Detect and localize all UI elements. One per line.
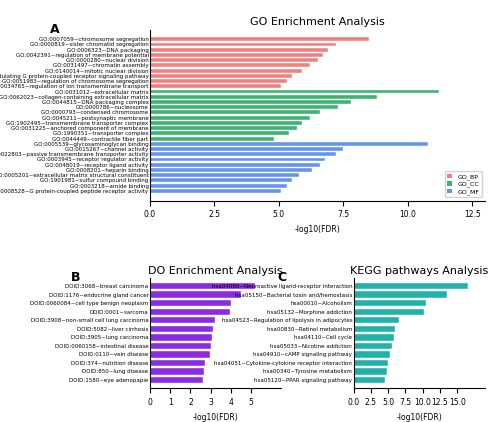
- Bar: [150, 142, 428, 146]
- Bar: [150, 368, 204, 375]
- Bar: [150, 111, 320, 114]
- Title: DO Enrichment Analysis: DO Enrichment Analysis: [148, 266, 283, 276]
- Bar: [150, 89, 438, 94]
- Bar: [150, 157, 325, 162]
- Bar: [150, 317, 214, 324]
- Bar: [150, 147, 344, 151]
- Bar: [150, 131, 289, 135]
- Text: B: B: [71, 271, 81, 284]
- Bar: [150, 292, 241, 298]
- X-axis label: -log10(FDR): -log10(FDR): [193, 413, 238, 422]
- Bar: [150, 351, 210, 357]
- Bar: [150, 95, 377, 99]
- Bar: [150, 179, 292, 182]
- Bar: [150, 37, 369, 41]
- Bar: [150, 126, 297, 130]
- Bar: [354, 317, 399, 324]
- Bar: [354, 283, 468, 289]
- Bar: [150, 53, 322, 57]
- Bar: [150, 48, 328, 51]
- Title: GO Enrichment Analysis: GO Enrichment Analysis: [250, 17, 385, 27]
- Bar: [150, 343, 210, 349]
- Bar: [150, 74, 292, 78]
- Bar: [150, 300, 231, 306]
- Bar: [150, 163, 320, 167]
- Bar: [354, 300, 426, 306]
- Bar: [150, 283, 255, 289]
- Text: A: A: [50, 23, 59, 36]
- Bar: [150, 377, 203, 383]
- Bar: [150, 69, 302, 73]
- X-axis label: -log10(FDR): -log10(FDR): [294, 225, 341, 234]
- Title: KEGG pathways Analysis: KEGG pathways Analysis: [350, 266, 488, 276]
- Bar: [354, 334, 394, 341]
- Bar: [354, 377, 384, 383]
- Text: C: C: [278, 271, 286, 284]
- Bar: [150, 137, 274, 141]
- Bar: [150, 334, 212, 341]
- Bar: [150, 43, 336, 46]
- Bar: [150, 173, 300, 177]
- Bar: [354, 360, 388, 366]
- X-axis label: -log10(FDR): -log10(FDR): [396, 413, 442, 422]
- Bar: [354, 308, 424, 315]
- Bar: [150, 105, 338, 109]
- Bar: [150, 360, 204, 366]
- Bar: [150, 100, 351, 104]
- Bar: [354, 343, 392, 349]
- Bar: [150, 326, 212, 332]
- Bar: [150, 168, 312, 172]
- Bar: [150, 116, 310, 119]
- Legend: GO_BP, GO_CC, GO_MF: GO_BP, GO_CC, GO_MF: [445, 171, 482, 197]
- Bar: [150, 84, 282, 88]
- Bar: [354, 326, 395, 332]
- Bar: [150, 121, 302, 125]
- Bar: [150, 58, 318, 62]
- Bar: [354, 351, 390, 357]
- Bar: [150, 152, 336, 156]
- Bar: [354, 368, 387, 375]
- Bar: [150, 63, 310, 68]
- Bar: [354, 292, 447, 298]
- Bar: [150, 79, 286, 83]
- Bar: [150, 184, 286, 187]
- Bar: [150, 189, 282, 193]
- Bar: [150, 308, 230, 315]
